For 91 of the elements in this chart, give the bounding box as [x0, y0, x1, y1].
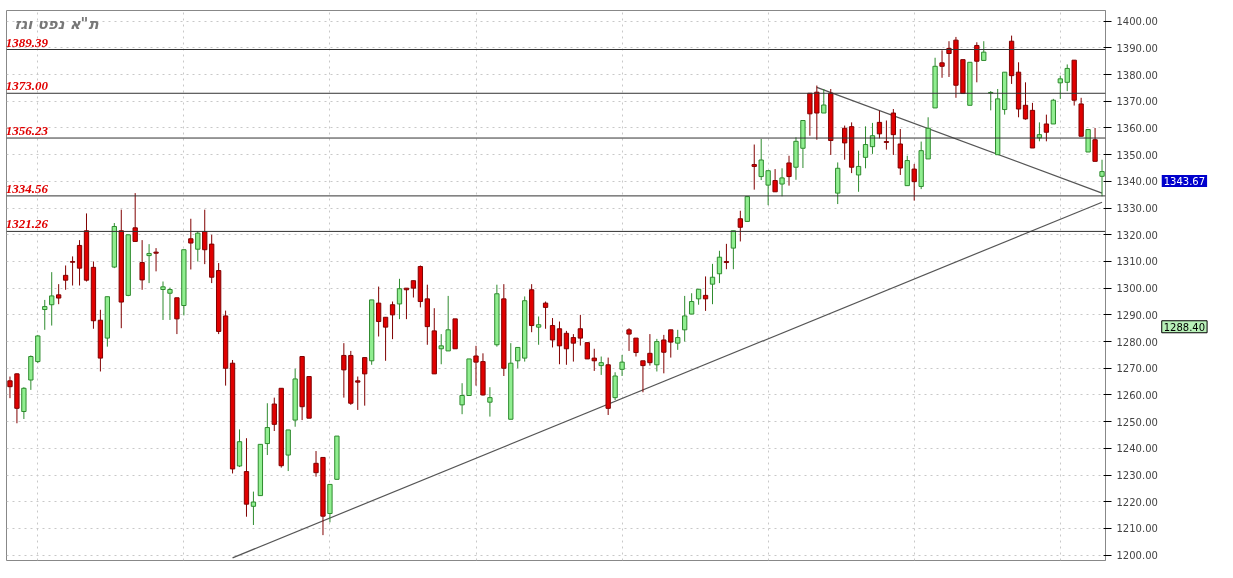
candlestick [56, 283, 62, 305]
ref-line-label: 1321.26 [5, 216, 49, 232]
candlestick [1022, 81, 1029, 121]
candlestick [974, 41, 980, 83]
candlestick [42, 299, 48, 331]
candlestick [362, 357, 368, 407]
candlestick [939, 49, 945, 79]
candlestick [21, 386, 27, 420]
candlestick [139, 239, 145, 291]
candlestick [598, 356, 604, 376]
y-tick-label: 1400.00 [1116, 16, 1158, 28]
y-tick-label: 1380.00 [1116, 69, 1158, 81]
candlestick [821, 88, 827, 114]
candlestick [626, 327, 632, 352]
candlestick [542, 301, 549, 330]
candlestick [49, 271, 55, 327]
candlestick [855, 150, 862, 193]
candlestick [174, 297, 180, 335]
candlestick [535, 315, 542, 346]
candlestick [132, 192, 138, 242]
candlestick [779, 167, 785, 197]
ref-line-label: 1389.39 [5, 34, 49, 50]
candlestick [76, 239, 83, 286]
candlestick [772, 168, 778, 193]
candlestick [188, 218, 194, 270]
candlestick [688, 292, 695, 315]
candlestick [786, 155, 792, 187]
candlestick [1050, 98, 1056, 125]
y-tick-label: 1290.00 [1116, 309, 1158, 321]
candlestick [577, 314, 583, 347]
candlestick [563, 330, 570, 366]
candlestick [876, 110, 883, 139]
y-tick-label: 1360.00 [1116, 122, 1158, 134]
text: 1343.67 [1163, 176, 1206, 187]
candlestick [396, 278, 403, 320]
y-tick-label: 1370.00 [1116, 96, 1158, 108]
candlestick [675, 329, 681, 351]
candlestick [633, 337, 639, 358]
candlestick [1043, 114, 1050, 142]
y-tick-label: 1390.00 [1116, 42, 1158, 54]
candlestick [1092, 127, 1098, 162]
candlestick [146, 243, 152, 284]
y-tick-label: 1220.00 [1116, 496, 1158, 508]
candlestick [730, 230, 737, 270]
candlestick [195, 230, 201, 262]
y-tick-label: 1240.00 [1116, 443, 1158, 455]
candlestick [389, 301, 396, 340]
candlestick [723, 243, 730, 270]
candlestick [612, 371, 618, 401]
candlestick [883, 120, 890, 151]
candlestick [62, 264, 69, 291]
candlestick [682, 295, 688, 343]
candlestick [375, 286, 382, 337]
ref-line-label: 1373.00 [5, 78, 49, 94]
candlestick [1099, 159, 1105, 197]
ref-line-label: 1334.56 [5, 180, 49, 196]
candlestick [737, 210, 743, 242]
candlestick [862, 125, 869, 169]
y-tick-label: 1210.00 [1116, 523, 1158, 535]
y-tick-label: 1200.00 [1116, 550, 1158, 562]
y-tick-label: 1320.00 [1116, 229, 1158, 241]
y-tick-label: 1270.00 [1116, 363, 1158, 375]
candlestick [264, 402, 270, 456]
y-tick-label: 1280.00 [1116, 336, 1158, 348]
y-tick-label: 1340.00 [1116, 176, 1158, 188]
y-tick-label: 1230.00 [1116, 470, 1158, 482]
candlestick [487, 386, 493, 418]
y-tick-label: 1250.00 [1116, 416, 1158, 428]
candlestick [890, 108, 897, 156]
y-tick-label: 1350.00 [1116, 149, 1158, 161]
candlestick [751, 144, 757, 191]
candlestick [981, 40, 987, 61]
text: 1288.40 [1163, 321, 1206, 333]
candlestick [549, 317, 556, 348]
candlestick [570, 333, 577, 363]
chart-title: ת"א נפט וגז [14, 14, 100, 33]
y-tick-label: 1300.00 [1116, 283, 1158, 295]
candlestick [69, 255, 76, 286]
y-tick-label: 1330.00 [1116, 203, 1158, 215]
candlestick [382, 316, 389, 362]
y-tick-label: 1310.00 [1116, 256, 1158, 268]
candlestick [619, 354, 625, 377]
ref-line-label: 1356.23 [5, 123, 49, 139]
candlestick [709, 263, 716, 305]
candlestick [654, 338, 660, 372]
candlestick [250, 491, 257, 526]
candlestick [556, 321, 563, 365]
candlestick [716, 250, 723, 284]
y-tick-label: 1260.00 [1116, 389, 1158, 401]
candlestick [911, 163, 917, 202]
candlestick [153, 247, 159, 272]
